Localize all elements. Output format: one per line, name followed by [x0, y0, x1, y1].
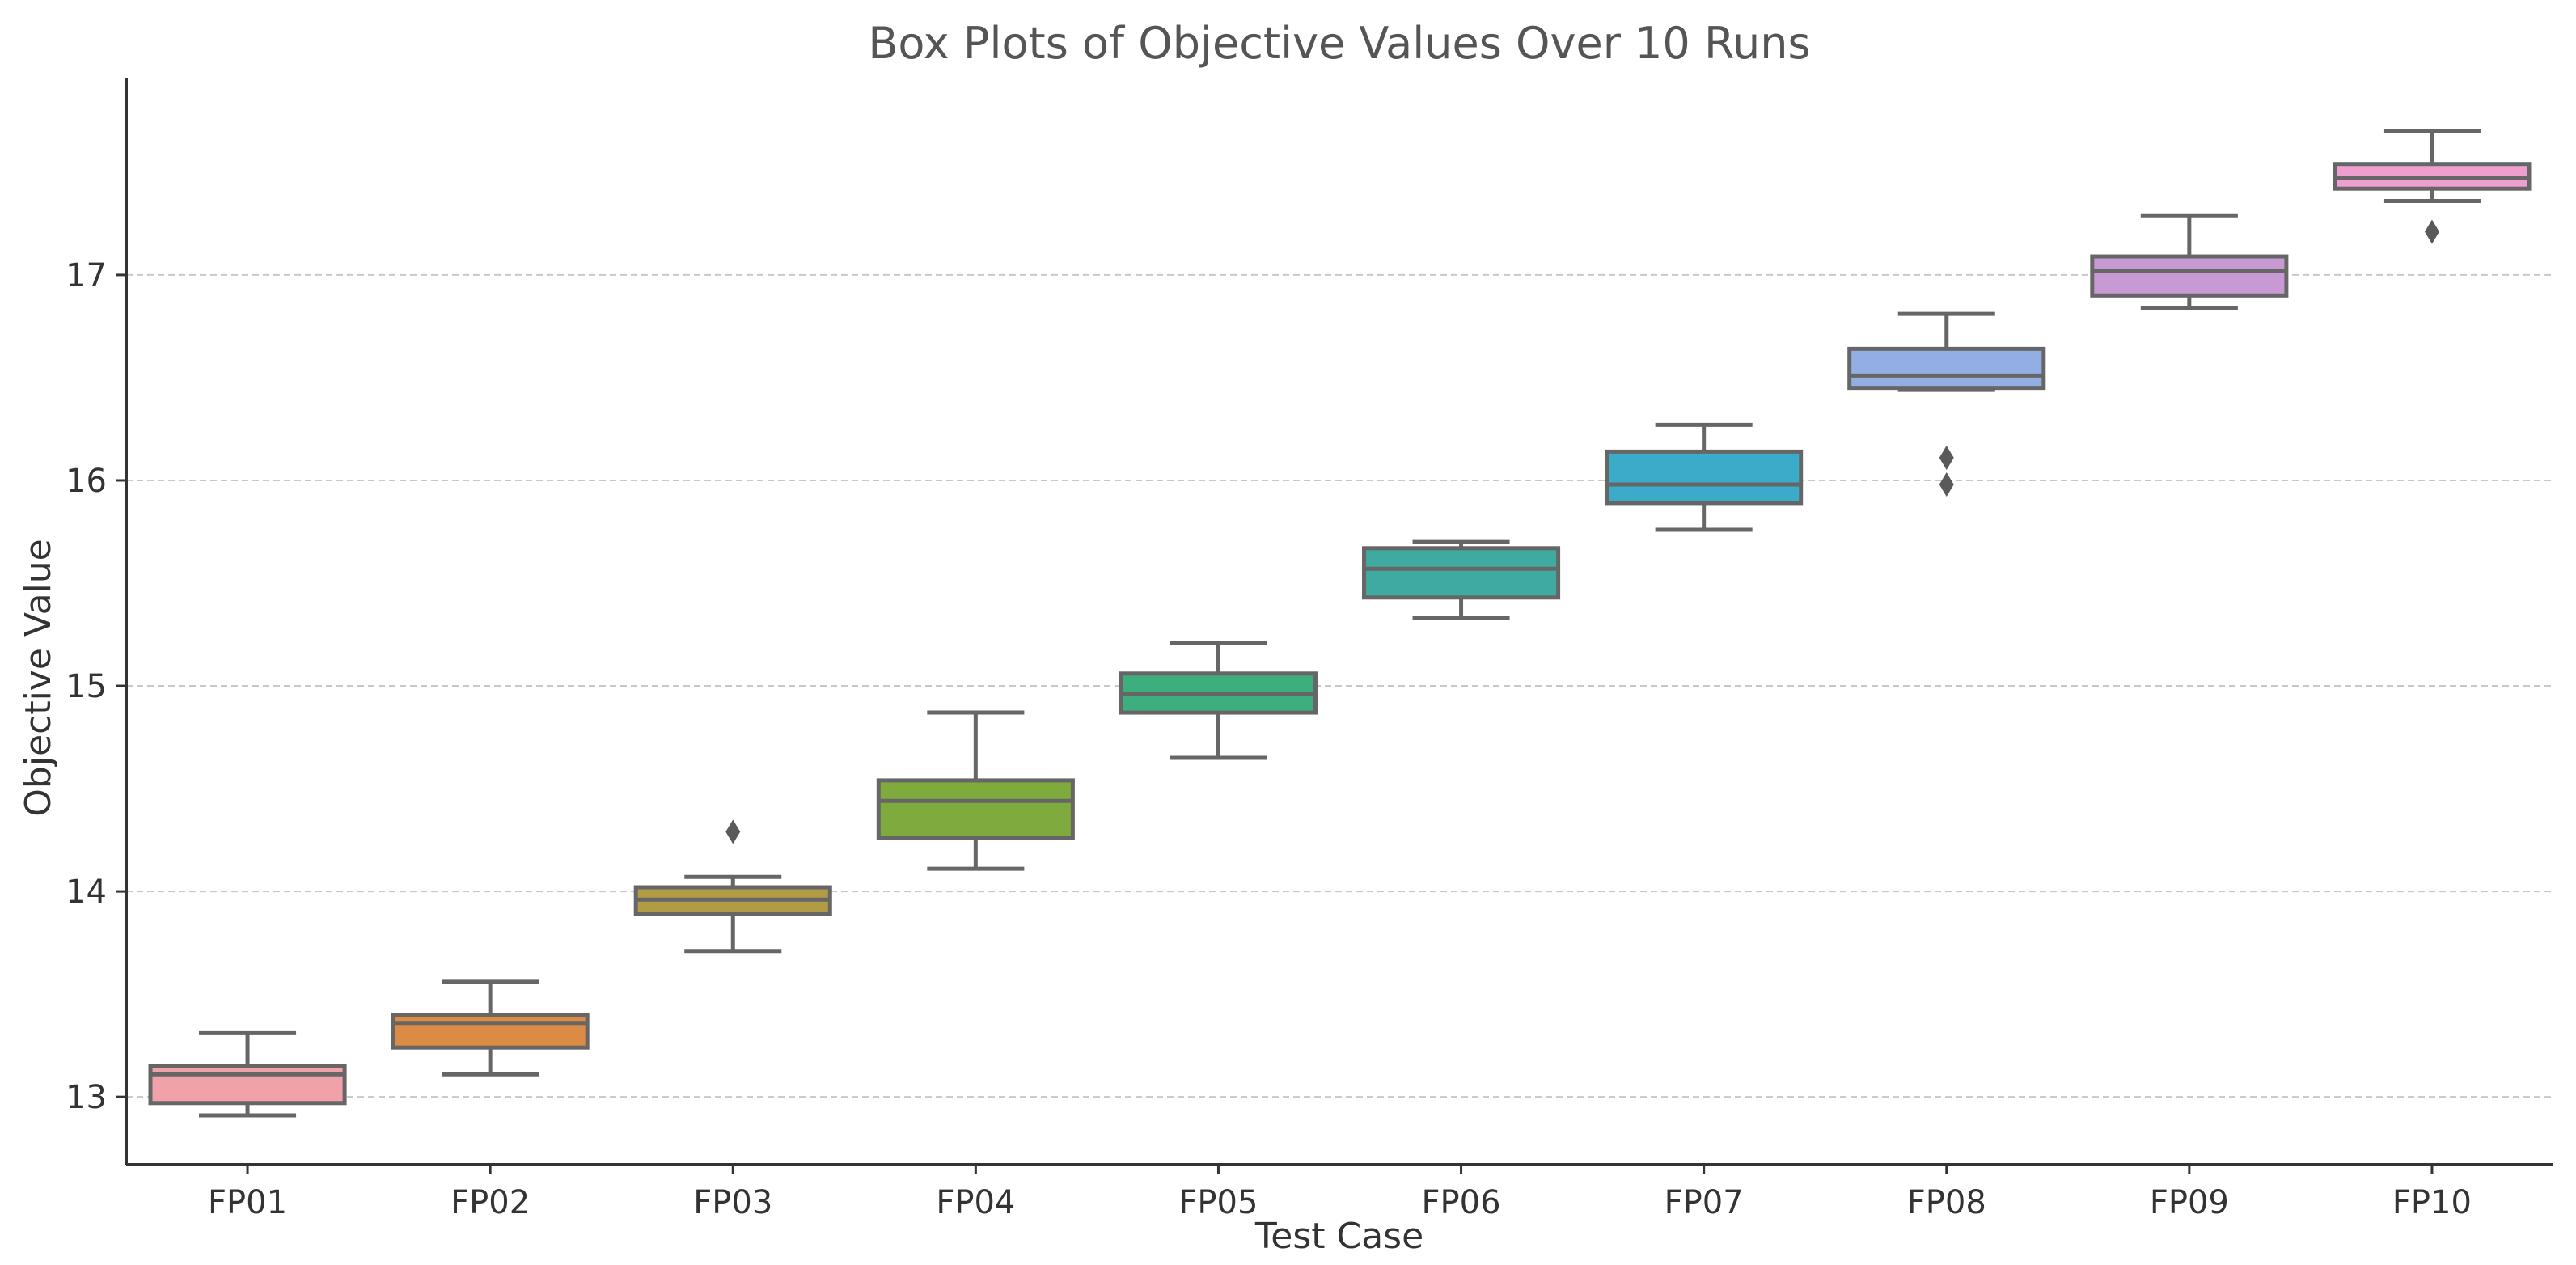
- x-tick-label: FP10: [2392, 1184, 2472, 1221]
- box-FP09: [2090, 213, 2289, 311]
- x-tick-label: FP09: [2150, 1184, 2229, 1221]
- y-tick-label: 15: [66, 668, 107, 705]
- tick-labels: 13 14 15 16 17 FP01 FP02 FP03 FP04 FP05 FP06 FP07 FP…: [66, 257, 2472, 1221]
- box-series: [148, 129, 2532, 1118]
- outlier-point: [1939, 472, 1954, 497]
- box-FP08: [1847, 311, 2046, 497]
- box-body: [148, 1064, 347, 1106]
- y-tick-label: 17: [66, 257, 107, 294]
- box-body: [1605, 449, 1804, 506]
- x-tick-label: FP06: [1422, 1184, 1501, 1221]
- box-FP01: [148, 1030, 347, 1118]
- outlier-point: [1939, 446, 1954, 471]
- x-tick-label: FP08: [1907, 1184, 1986, 1221]
- chart-title: Box Plots of Objective Values Over 10 Ru…: [868, 18, 1810, 69]
- box-FP10: [2333, 129, 2532, 244]
- y-tick-label: 13: [66, 1079, 107, 1116]
- x-tick-label: FP07: [1664, 1184, 1744, 1221]
- x-tick-label: FP01: [208, 1184, 287, 1221]
- box-body: [391, 1013, 590, 1050]
- y-tick-label: 14: [66, 874, 107, 911]
- box-FP02: [391, 979, 590, 1077]
- box-body: [1362, 546, 1561, 600]
- box-body: [876, 778, 1075, 840]
- x-tick-label: FP02: [450, 1184, 530, 1221]
- x-tick-label: FP05: [1178, 1184, 1258, 1221]
- box-FP05: [1119, 641, 1318, 760]
- box-FP04: [876, 710, 1075, 871]
- x-axis-label: Test Case: [1254, 1216, 1423, 1257]
- gridlines: [126, 273, 2553, 1098]
- box-body: [1847, 346, 2046, 391]
- box-FP07: [1605, 422, 1804, 532]
- x-tick-label: FP04: [936, 1184, 1015, 1221]
- box-body: [2333, 162, 2532, 191]
- box-FP03: [633, 819, 832, 954]
- box-body: [2090, 254, 2289, 298]
- outlier-point: [2424, 219, 2439, 244]
- y-tick-label: 16: [66, 463, 107, 500]
- x-tick-label: FP03: [693, 1184, 772, 1221]
- y-axis-label: Objective Value: [18, 539, 59, 816]
- axes: [116, 78, 2553, 1174]
- box-FP06: [1362, 539, 1561, 620]
- outlier-point: [725, 819, 741, 844]
